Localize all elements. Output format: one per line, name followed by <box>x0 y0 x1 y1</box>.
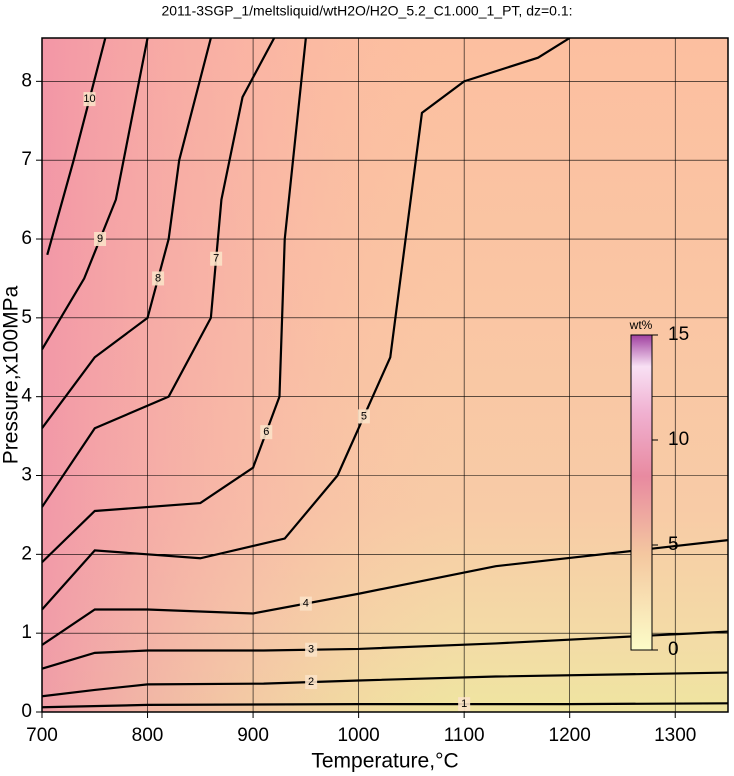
contour-line <box>42 630 728 670</box>
contour-label-bg <box>152 271 165 286</box>
contour-label: 7 <box>213 253 219 265</box>
y-tick-label: 4 <box>21 386 32 407</box>
contour-label: 6 <box>263 426 269 438</box>
contour-label-bg <box>458 697 471 712</box>
plot-layer: 1 2 3 4 5 6 7 8 9 10 <box>42 38 728 712</box>
contour-label-bg <box>305 642 318 657</box>
contour-line <box>42 38 307 564</box>
y-tick-label: 8 <box>21 70 32 91</box>
plot-frame <box>41 37 729 713</box>
contour-label-bg <box>299 596 312 611</box>
x-tick-label: 1300 <box>654 725 696 746</box>
y-axis-label: Pressure,x100MPa <box>0 285 23 464</box>
x-tick-label: 800 <box>132 725 164 746</box>
contour-line <box>42 702 728 709</box>
x-tick-label: 1200 <box>549 725 591 746</box>
y-tick-label: 5 <box>21 307 32 328</box>
contour-label-bg <box>357 409 370 424</box>
plot-shading <box>42 38 728 712</box>
y-tick-label: 0 <box>21 701 32 722</box>
contour-line <box>42 671 728 698</box>
contour-label-bg <box>305 675 318 690</box>
contour-label-bg <box>260 425 273 440</box>
colorbar <box>630 334 653 651</box>
x-tick-label: 1100 <box>444 725 485 746</box>
contour-line <box>46 38 107 256</box>
contour-label: 4 <box>303 598 309 610</box>
contour-label: 3 <box>308 644 314 656</box>
contour-label: 8 <box>155 272 161 284</box>
contour-label: 1 <box>461 698 467 710</box>
y-tick-label: 3 <box>21 465 32 486</box>
colorbar-tick-label: 15 <box>668 324 689 345</box>
colorbar-label: wt% <box>629 318 653 332</box>
y-tick-label: 2 <box>21 543 32 564</box>
y-tick-label: 6 <box>21 228 32 249</box>
x-tick-label: 900 <box>237 725 269 746</box>
x-tick-label: 1000 <box>337 725 379 746</box>
contour-label-bg <box>83 92 96 107</box>
colorbar-tick-label: 0 <box>668 639 679 660</box>
chart-title: 2011-3SGP_1/meltsliquid/wtH2O/H2O_5.2_C1… <box>161 3 572 19</box>
contour-label-bg <box>210 251 223 266</box>
x-axis-label: Temperature,°C <box>311 750 458 773</box>
contour-line <box>42 539 728 646</box>
contour-label-bg <box>94 232 107 247</box>
y-tick-label: 1 <box>21 622 32 643</box>
y-tick-label: 7 <box>21 149 32 170</box>
contour-label: 9 <box>97 233 103 245</box>
contour-line <box>42 38 276 508</box>
colorbar-tick-label: 10 <box>668 429 689 450</box>
contour-label: 5 <box>361 410 367 422</box>
contour-label: 2 <box>308 676 314 688</box>
x-tick-label: 700 <box>26 725 58 746</box>
colorbar-tick-label: 5 <box>668 534 679 555</box>
contour-label: 10 <box>83 93 95 105</box>
